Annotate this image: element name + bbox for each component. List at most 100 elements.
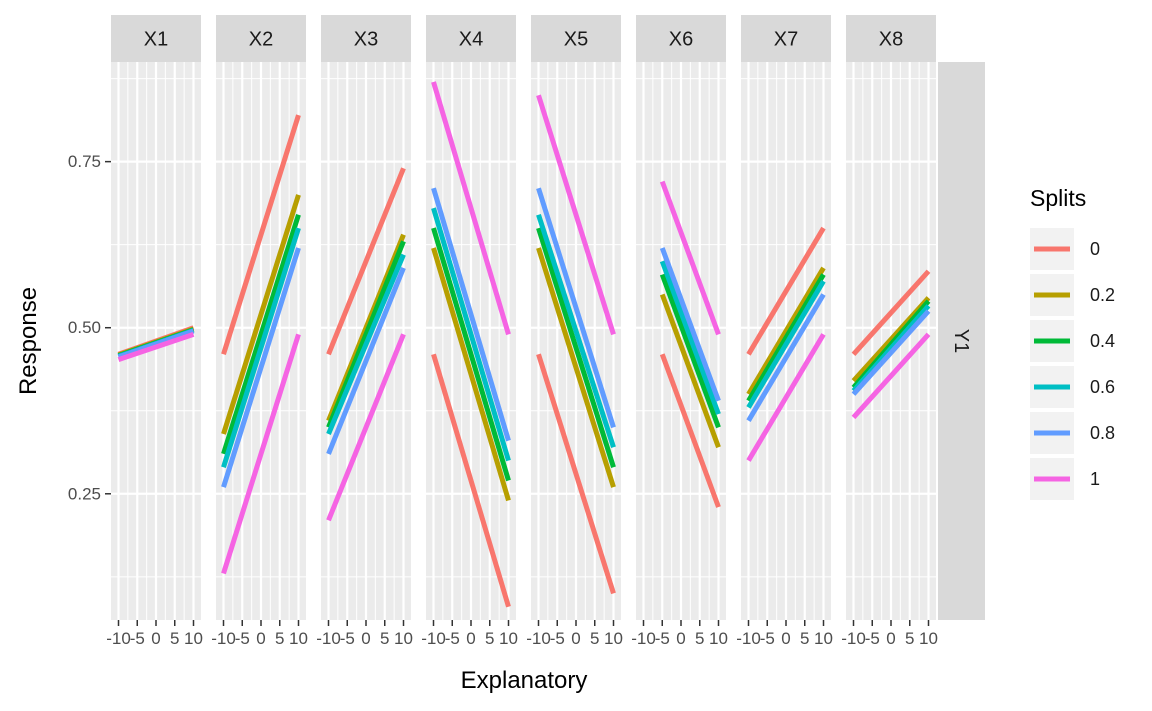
series-line-x3-split-1: [326, 333, 406, 522]
series-line-x3-split-0-4: [326, 240, 406, 429]
series-line-x6-split-0-4: [659, 273, 721, 429]
panel-x5: X5 -10-5 0 5 10: [526, 15, 623, 648]
strip-x4: [426, 15, 516, 62]
x-tick-label: 10: [604, 629, 623, 648]
strip-label-x8: X8: [879, 29, 903, 51]
y-tick-label: 0.75: [68, 152, 101, 171]
strip-label-x7: X7: [774, 29, 798, 51]
series-line-x7-split-1: [746, 333, 826, 462]
x-tick-label: -10: [211, 629, 236, 648]
strip-label-x3: X3: [354, 29, 378, 51]
series-line-x7-split-0-6: [746, 279, 826, 409]
legend: Splits 0 0.2 0.4 0.6 0.8 1: [1030, 185, 1115, 500]
x-tick-label: -10: [316, 629, 341, 648]
x-tick-label: 0: [676, 629, 685, 648]
x-tick-label: 0: [151, 629, 160, 648]
x-tick-label: -5: [235, 629, 250, 648]
series-line-x2-split-0-6: [221, 227, 301, 468]
series-line-x4-split-0-8: [431, 187, 511, 442]
x-tick-label: 10: [709, 629, 728, 648]
x-tick-label: 0: [466, 629, 475, 648]
x-tick-label: 5: [695, 629, 704, 648]
x-tick-label: 0: [781, 629, 790, 648]
x-tick-label: -5: [865, 629, 880, 648]
x-tick-label: 5: [590, 629, 599, 648]
series-line-x1-split-1: [117, 331, 195, 362]
legend-item: 0: [1030, 228, 1100, 270]
x-tick-label: -10: [736, 629, 761, 648]
series-line-x5-split-0-2: [536, 247, 616, 488]
series-line-x3-split-0-8: [326, 266, 406, 455]
series-line-x2-split-0-2: [221, 194, 301, 435]
legend-title: Splits: [1030, 185, 1086, 211]
x-tick-label: 10: [814, 629, 833, 648]
series-line-x4-split-0-6: [431, 207, 511, 462]
x-tick-label: 0: [886, 629, 895, 648]
series-line-x3-split-0-6: [326, 253, 406, 435]
legend-item: 0.8: [1030, 412, 1115, 454]
legend-label: 0.8: [1090, 423, 1115, 443]
series-line-x6-split-0-6: [659, 260, 721, 415]
series-line-x4-split-0-4: [431, 227, 511, 482]
y-axis-title: Response: [15, 287, 42, 395]
strip-label-x2: X2: [249, 29, 273, 51]
legend-label: 0.4: [1090, 331, 1115, 351]
legend-label: 0.2: [1090, 285, 1115, 305]
strip-x2: [216, 15, 306, 62]
row-strip: [938, 62, 985, 620]
series-line-x6-split-0-2: [659, 293, 721, 449]
x-tick-label: 5: [905, 629, 914, 648]
x-tick-label: 10: [394, 629, 413, 648]
x-tick-label: 10: [184, 629, 203, 648]
series-line-x2-split-0-4: [221, 214, 301, 455]
y-axis: 0.25 0.50 0.75: [68, 152, 111, 503]
series-line-x8-split-0: [851, 269, 931, 356]
panel-x1: X1 -10-5 0 5 10: [106, 15, 203, 648]
series-line-x8-split-0-8: [851, 309, 931, 396]
x-tick-label: 0: [571, 629, 580, 648]
strip-label-x1: X1: [144, 29, 168, 51]
x-tick-label: -10: [421, 629, 446, 648]
strip-x7: [741, 15, 831, 62]
series-line-x5-split-0-4: [536, 227, 616, 468]
series-line-x4-split-1: [431, 81, 511, 336]
legend-item: 0.6: [1030, 366, 1115, 408]
series-line-x6-split-0: [659, 353, 721, 508]
panel-x4: X4 -10-5 0 5 10: [421, 15, 518, 648]
legend-item: 0.4: [1030, 320, 1115, 362]
series-line-x3-split-0: [326, 167, 406, 356]
x-tick-label: -5: [340, 629, 355, 648]
series-line-x5-split-0-6: [536, 214, 616, 449]
legend-item: 1: [1030, 458, 1100, 500]
series-line-x5-split-1: [536, 94, 616, 336]
series-line-x7-split-0-8: [746, 293, 826, 422]
strip-label-x6: X6: [669, 29, 693, 51]
x-tick-label: 5: [380, 629, 389, 648]
series-line-x8-split-0-2: [851, 296, 931, 383]
row-strip-label: Y1: [950, 329, 972, 353]
panel-x3: X3 -10-5 0 5 10: [316, 15, 413, 648]
x-tick-label: 5: [275, 629, 284, 648]
x-tick-label: -5: [760, 629, 775, 648]
y-tick-label: 0.50: [68, 318, 101, 337]
strip-label-x4: X4: [459, 29, 483, 51]
strip-x5: [531, 15, 621, 62]
series-line-x6-split-0-8: [659, 247, 721, 402]
x-tick-label: 0: [256, 629, 265, 648]
strip-label-x5: X5: [564, 29, 588, 51]
series-line-x6-split-1: [659, 180, 721, 336]
strip-x8: [846, 15, 936, 62]
series-line-x4-split-0-2: [431, 247, 511, 502]
x-tick-label: -5: [655, 629, 670, 648]
series-line-x7-split-0: [746, 226, 826, 356]
series-line-x7-split-0-2: [746, 266, 826, 396]
panel-x8: X8 -10-5 0 5 10: [841, 15, 938, 648]
x-tick-label: -10: [631, 629, 656, 648]
x-tick-label: -10: [526, 629, 551, 648]
legend-label: 0: [1090, 239, 1100, 259]
legend-item: 0.2: [1030, 274, 1115, 316]
series-line-x2-split-0: [221, 114, 301, 356]
y-tick-label: 0.25: [68, 484, 101, 503]
series-line-x1-split-0-8: [117, 328, 195, 360]
